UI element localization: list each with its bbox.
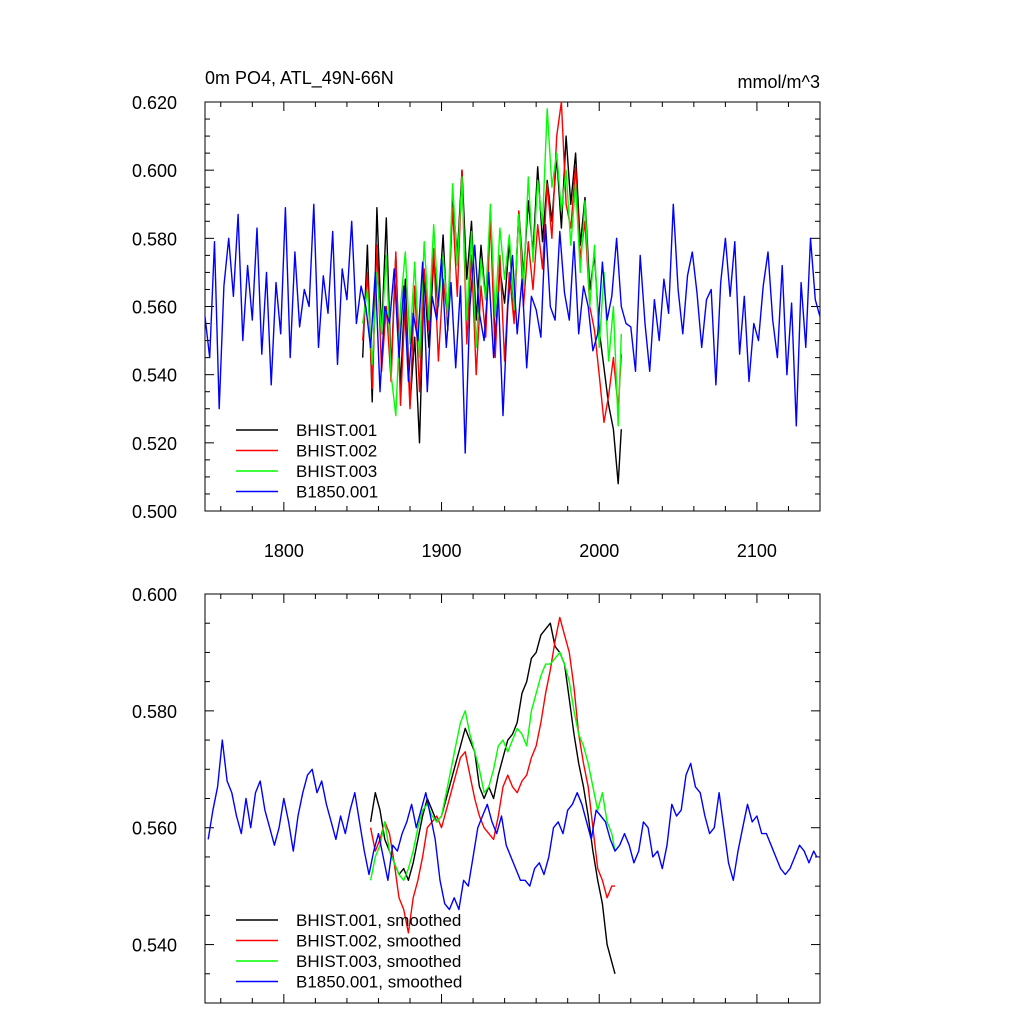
x-tick-label: 1800 <box>264 541 304 561</box>
y-tick-label: 0.620 <box>132 93 177 113</box>
series-line <box>369 651 616 881</box>
y-tick-label: 0.600 <box>132 585 177 605</box>
chart-title: 0m PO4, ATL_49N-66N <box>205 68 394 89</box>
legend-label: BHIST.003 <box>296 462 377 481</box>
legend-label: B1850.001 <box>296 483 378 502</box>
series-line <box>369 616 615 934</box>
y-tick-label: 0.560 <box>132 819 177 839</box>
legend-label: BHIST.003, smoothed <box>296 952 461 971</box>
legend: BHIST.001, smoothed BHIST.002, smoothedBH… <box>236 911 462 992</box>
top-panel: 0m PO4, ATL_49N-66N mmol/m^3 1800 1900 200… <box>132 68 821 561</box>
x-tick-label: 2000 <box>579 541 619 561</box>
series-line <box>207 739 818 911</box>
units-label: mmol/m^3 <box>738 72 820 92</box>
y-tick-label: 0.500 <box>132 502 177 522</box>
legend-label: BHIST.001, smoothed <box>296 911 461 930</box>
y-tick-label: 0.580 <box>132 702 177 722</box>
legend-label: BHIST.002, smoothed <box>296 932 461 951</box>
y-tick-label: 0.520 <box>132 434 177 454</box>
series-line <box>204 203 821 454</box>
y-tick-label: 0.540 <box>132 936 177 956</box>
series-line <box>362 108 622 427</box>
y-tick-label: 0.560 <box>132 298 177 318</box>
legend-label: B1850.001, smoothed <box>296 973 462 992</box>
y-tick-label: 0.540 <box>132 366 177 386</box>
x-tick-label: 2100 <box>737 541 777 561</box>
y-tick-label: 0.580 <box>132 229 177 249</box>
legend-label: BHIST.002 <box>296 442 377 461</box>
legend-label: BHIST.001 <box>296 421 377 440</box>
x-tick-label: 1900 <box>422 541 462 561</box>
series-line <box>362 101 622 424</box>
series-line <box>369 622 616 974</box>
y-tick-label: 0.600 <box>132 161 177 181</box>
